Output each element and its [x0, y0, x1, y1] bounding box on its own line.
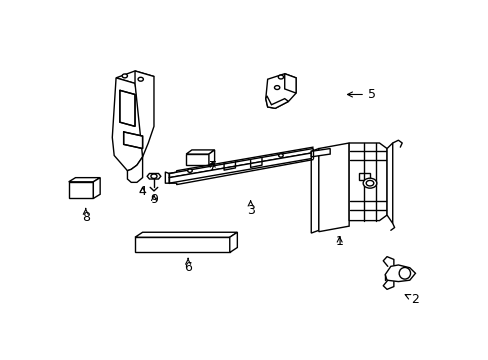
Circle shape — [278, 75, 283, 79]
Polygon shape — [135, 232, 237, 237]
Circle shape — [274, 86, 279, 90]
Text: 7: 7 — [208, 160, 216, 173]
Polygon shape — [127, 157, 142, 183]
Text: 8: 8 — [81, 208, 90, 224]
Polygon shape — [208, 150, 214, 165]
Text: 9: 9 — [150, 193, 158, 206]
Polygon shape — [284, 74, 296, 93]
Polygon shape — [135, 237, 229, 252]
Polygon shape — [116, 71, 154, 84]
Polygon shape — [311, 149, 329, 157]
Polygon shape — [169, 149, 312, 177]
Polygon shape — [318, 143, 348, 232]
Text: 2: 2 — [405, 293, 419, 306]
Polygon shape — [265, 74, 296, 108]
Polygon shape — [358, 174, 369, 180]
Polygon shape — [120, 90, 135, 126]
Polygon shape — [311, 149, 318, 233]
Polygon shape — [265, 96, 288, 108]
Text: 6: 6 — [184, 258, 192, 274]
Circle shape — [187, 169, 192, 172]
Polygon shape — [386, 143, 392, 223]
Polygon shape — [169, 153, 312, 183]
Polygon shape — [68, 177, 100, 182]
Circle shape — [366, 180, 373, 186]
Polygon shape — [93, 177, 100, 198]
Polygon shape — [68, 182, 93, 198]
Polygon shape — [186, 154, 208, 165]
Text: 3: 3 — [246, 201, 254, 217]
Polygon shape — [123, 132, 142, 149]
Circle shape — [138, 77, 143, 81]
Circle shape — [363, 178, 376, 188]
Polygon shape — [112, 78, 142, 171]
Text: 5: 5 — [347, 88, 375, 101]
Text: 1: 1 — [335, 235, 343, 248]
Polygon shape — [186, 150, 214, 154]
Polygon shape — [229, 232, 237, 252]
Polygon shape — [135, 71, 154, 157]
Polygon shape — [348, 143, 386, 221]
Circle shape — [278, 154, 283, 157]
Text: 4: 4 — [139, 185, 146, 198]
Circle shape — [151, 174, 157, 179]
Polygon shape — [385, 265, 415, 282]
Polygon shape — [147, 174, 161, 179]
Ellipse shape — [398, 267, 410, 279]
Circle shape — [122, 74, 127, 78]
